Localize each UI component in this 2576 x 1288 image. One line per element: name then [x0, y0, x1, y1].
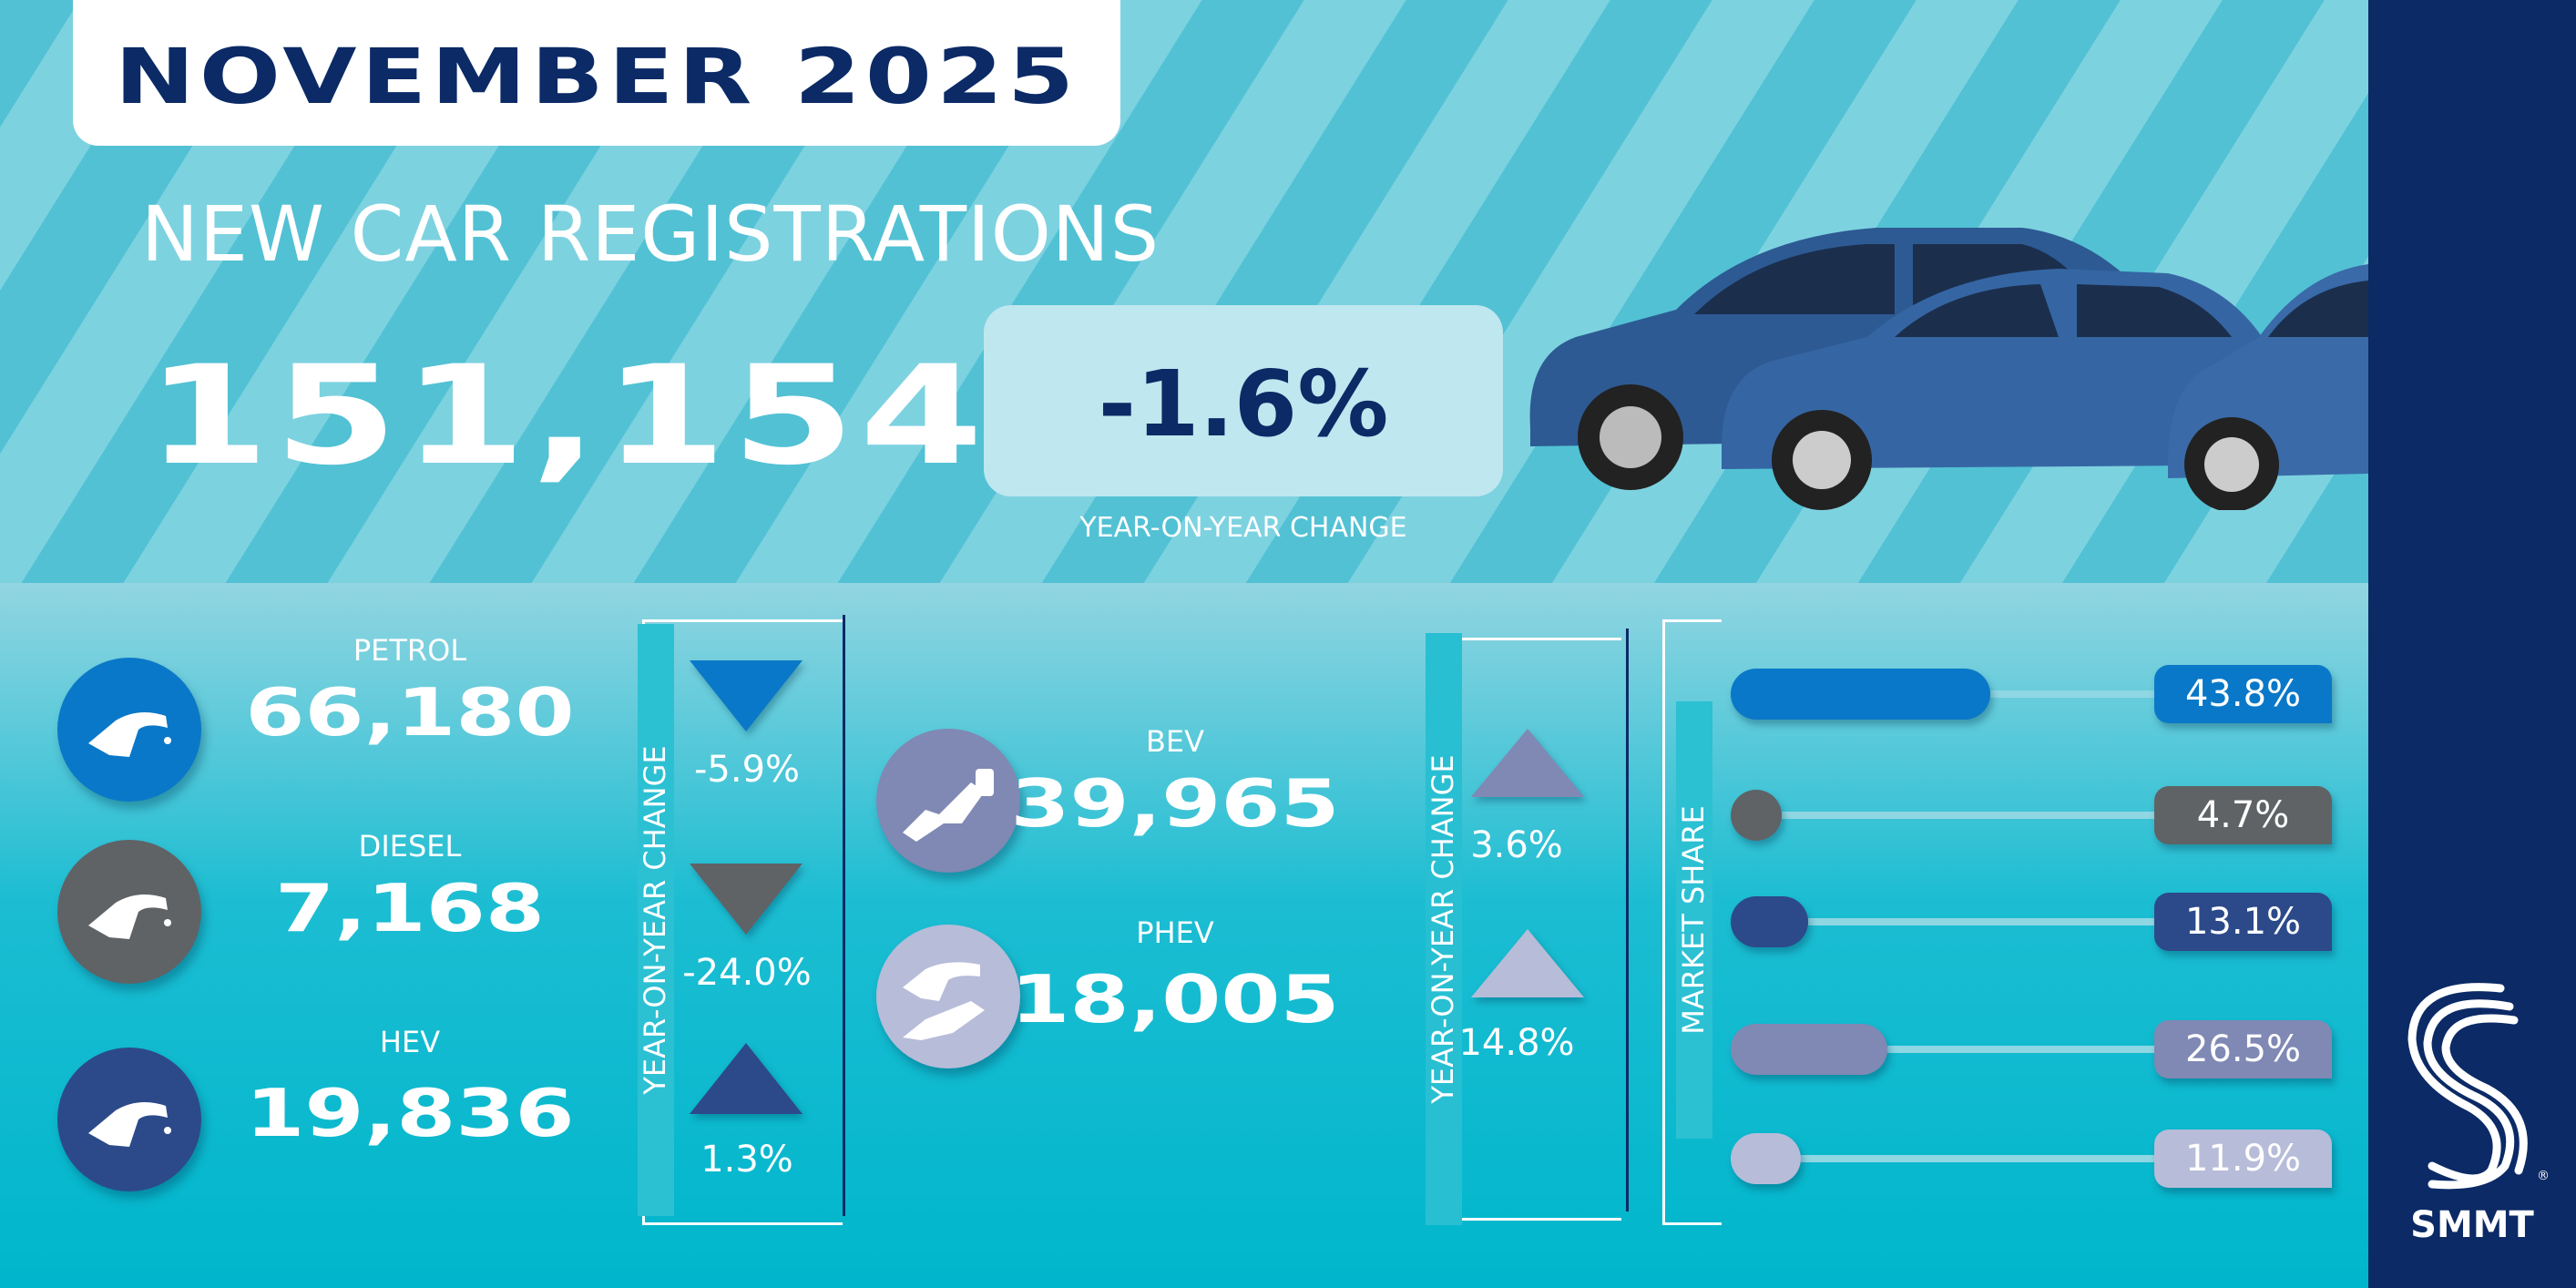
market-share-bar-diesel [1731, 790, 1782, 841]
brand-strip [2368, 0, 2576, 1288]
market-share-bar-bev [1731, 1024, 1888, 1075]
bev-label: BEV [1145, 724, 1205, 759]
hev-yoy: 1.3% [700, 1139, 793, 1181]
market-share-value-petrol: 43.8% [2154, 665, 2332, 723]
up-arrow-icon [1471, 929, 1584, 997]
yoy-axis-label: YEAR-ON-YEAR CHANGE [638, 624, 674, 1216]
bev-registrations: 39,965 [1010, 765, 1340, 842]
market-share-value-phev: 11.9% [2154, 1130, 2332, 1188]
diesel-label: DIESEL [358, 829, 462, 864]
phev-label: PHEV [1136, 915, 1214, 950]
phev-yoy: 14.8% [1458, 1022, 1575, 1064]
connector-line [1801, 1155, 2154, 1162]
month-title: NOVEMBER 2025 [114, 32, 1079, 121]
car-icon [1722, 269, 2314, 510]
ev-plug-icon [903, 769, 994, 842]
market-share-value-hev: 13.1% [2154, 893, 2332, 951]
fuel-pump-icon [88, 1102, 171, 1147]
yoy-change-box [984, 305, 1503, 496]
connector-line [1989, 690, 2154, 698]
connector-line [1808, 918, 2154, 925]
petrol-icon-circle [57, 658, 201, 802]
down-arrow-icon [690, 660, 802, 731]
diesel-icon-circle [57, 840, 201, 984]
connector-line [1782, 812, 2154, 819]
page-title: NEW CAR REGISTRATIONS [141, 189, 1160, 279]
yoy-axis-label: YEAR-ON-YEAR CHANGE [1426, 633, 1462, 1225]
hev-icon-circle [57, 1048, 201, 1191]
market-share-bar-petrol [1731, 669, 1990, 720]
yoy-change-label: YEAR-ON-YEAR CHANGE [1079, 512, 1407, 544]
fuel-and-plug-icon [903, 962, 985, 1040]
diesel-yoy: -24.0% [682, 952, 812, 994]
petrol-label: PETROL [353, 633, 467, 668]
market-share-label: MARKET SHARE [1676, 701, 1712, 1139]
svg-text:®: ® [2537, 1169, 2550, 1183]
bev-icon-circle [876, 729, 1020, 873]
yoy-change-value: -1.6% [1098, 351, 1389, 457]
fuel-pump-icon [88, 894, 171, 939]
market-share-value-diesel: 4.7% [2154, 786, 2332, 844]
down-arrow-icon [690, 864, 802, 935]
phev-icon-circle [876, 925, 1020, 1068]
up-arrow-icon [690, 1043, 802, 1114]
divider [843, 615, 845, 1216]
phev-registrations: 18,005 [1010, 961, 1340, 1038]
market-share-bar-phev [1731, 1133, 1802, 1184]
petrol-registrations: 66,180 [245, 674, 575, 751]
divider [1626, 629, 1629, 1211]
month-banner [73, 0, 1120, 146]
diesel-registrations: 7,168 [274, 870, 546, 946]
market-share-value-bev: 26.5% [2154, 1020, 2332, 1078]
total-registrations: 151,154 [146, 337, 988, 496]
market-share-bar-hev [1731, 896, 1809, 947]
connector-line [1887, 1046, 2154, 1053]
petrol-yoy: -5.9% [693, 749, 801, 791]
market-share-bracket [1662, 619, 1722, 1225]
car-icon [2168, 264, 2368, 510]
hev-label: HEV [379, 1025, 441, 1059]
bev-yoy: 3.6% [1470, 824, 1563, 866]
brand-name: SMMT [2410, 1204, 2534, 1246]
fuel-pump-icon [88, 712, 171, 757]
hev-registrations: 19,836 [245, 1075, 575, 1151]
cars-illustration [1529, 228, 2368, 510]
up-arrow-icon [1471, 729, 1584, 797]
smmt-logo: ® [2407, 983, 2550, 1190]
